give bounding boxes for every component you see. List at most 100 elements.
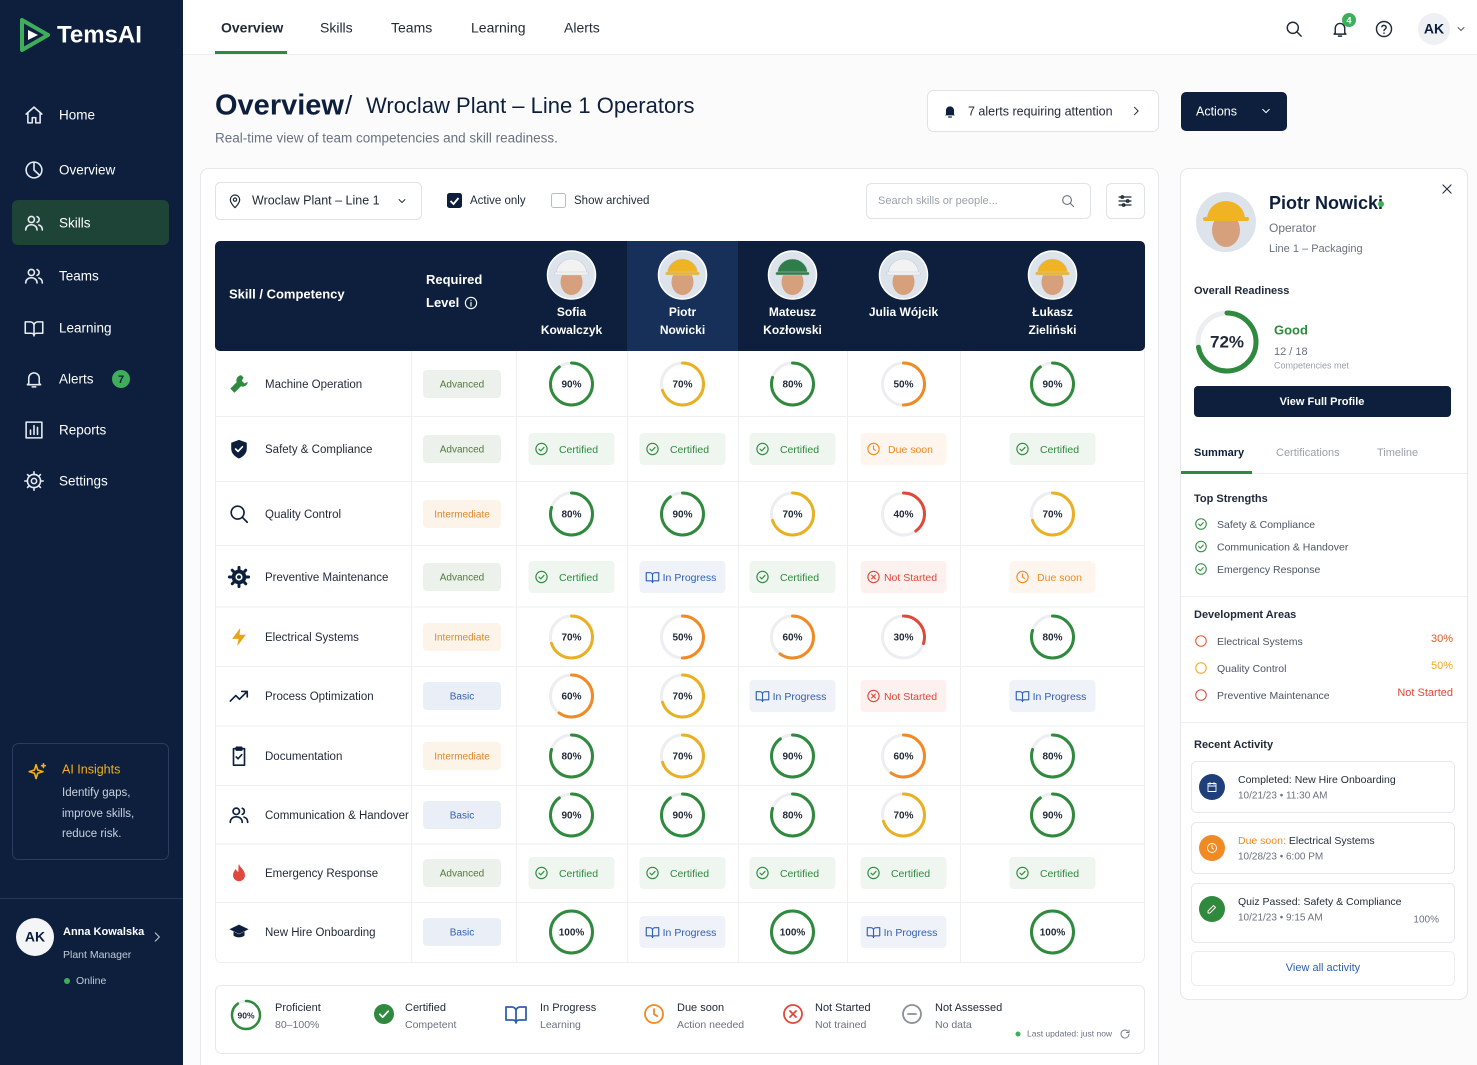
icon-path bbox=[867, 689, 880, 703]
legend-title: Certified bbox=[405, 1002, 446, 1014]
icon bbox=[229, 924, 249, 938]
ring-label: 60% bbox=[561, 692, 581, 703]
ring-arc bbox=[1030, 733, 1075, 779]
activity-link-text[interactable]: View all activity bbox=[1286, 962, 1361, 974]
top-tab[interactable]: Overview bbox=[221, 20, 283, 36]
activity-link[interactable] bbox=[1191, 951, 1455, 986]
icon[interactable] bbox=[24, 471, 44, 491]
icon bbox=[231, 439, 247, 459]
icon[interactable] bbox=[26, 372, 42, 388]
development-item: Preventive Maintenance bbox=[1217, 690, 1330, 702]
ring-arc bbox=[660, 361, 705, 407]
icon-path bbox=[235, 573, 243, 581]
actions-button[interactable] bbox=[1181, 92, 1287, 131]
icon-path bbox=[902, 1004, 922, 1024]
icon-path bbox=[229, 194, 241, 209]
icon-path bbox=[1121, 203, 1126, 207]
icon-path bbox=[227, 565, 251, 589]
icon[interactable] bbox=[24, 321, 44, 337]
icon[interactable] bbox=[25, 106, 43, 124]
icon-path bbox=[871, 693, 876, 699]
nav-item[interactable]: Learning bbox=[59, 321, 112, 336]
top-tab[interactable]: Alerts bbox=[564, 20, 600, 36]
search-box[interactable] bbox=[866, 183, 1091, 219]
level-pill bbox=[423, 623, 501, 651]
checkbox[interactable] bbox=[447, 193, 462, 208]
profile-button[interactable] bbox=[1194, 386, 1451, 417]
icon[interactable] bbox=[25, 421, 43, 439]
icon[interactable] bbox=[1375, 20, 1393, 38]
profile-tab[interactable]: Summary bbox=[1194, 447, 1245, 459]
nav-item[interactable]: Settings bbox=[59, 474, 108, 489]
icon bbox=[1262, 108, 1270, 114]
top-tab[interactable]: Teams bbox=[391, 20, 432, 36]
icon bbox=[1016, 570, 1029, 584]
level-label: Basic bbox=[450, 692, 474, 703]
nav-item[interactable]: Alerts bbox=[59, 372, 94, 387]
icon bbox=[645, 572, 660, 584]
icon[interactable] bbox=[25, 161, 43, 179]
icon-path bbox=[25, 106, 43, 124]
icon bbox=[232, 627, 246, 647]
icon-path bbox=[1016, 570, 1029, 584]
icon bbox=[646, 442, 659, 456]
top-tab[interactable]: Skills bbox=[320, 20, 353, 36]
icon-path bbox=[229, 690, 249, 702]
level-label: Intermediate bbox=[434, 510, 490, 521]
icon[interactable] bbox=[154, 932, 160, 942]
icon-path bbox=[867, 570, 880, 584]
icon[interactable] bbox=[24, 268, 44, 284]
profile-tab[interactable]: Certifications bbox=[1276, 447, 1340, 459]
page-title: Overview bbox=[215, 90, 344, 122]
legend-sub: No data bbox=[935, 1019, 972, 1031]
icon[interactable] bbox=[1457, 27, 1465, 31]
icon-path bbox=[872, 445, 877, 451]
top-tab[interactable]: Learning bbox=[471, 20, 526, 36]
icon-path bbox=[867, 866, 880, 880]
nav-item[interactable]: Overview bbox=[59, 163, 116, 178]
icon[interactable] bbox=[1120, 1029, 1130, 1039]
location-select[interactable] bbox=[215, 182, 422, 220]
nav-item[interactable]: Reports bbox=[59, 423, 107, 438]
profile-tab[interactable]: Timeline bbox=[1377, 447, 1418, 459]
ring-arc bbox=[1195, 310, 1259, 374]
icon-path bbox=[756, 570, 769, 584]
nav-item[interactable]: Teams bbox=[59, 269, 99, 284]
status-pill bbox=[749, 433, 836, 465]
ring-label: 40% bbox=[893, 510, 913, 521]
icon bbox=[1207, 843, 1217, 853]
sidebar bbox=[0, 0, 183, 1065]
alerts-button[interactable] bbox=[927, 90, 1159, 132]
icon[interactable] bbox=[1442, 184, 1452, 194]
nav-item[interactable]: Skills bbox=[59, 216, 91, 231]
insights-card bbox=[12, 743, 169, 860]
skill-name: Process Optimization bbox=[265, 691, 374, 703]
icon[interactable] bbox=[1286, 21, 1302, 37]
icon-path bbox=[233, 931, 245, 938]
profile-role: Operator bbox=[1269, 221, 1316, 235]
icon bbox=[867, 866, 880, 880]
icon bbox=[756, 442, 769, 456]
checkbox[interactable] bbox=[551, 193, 566, 208]
nav-item[interactable]: Home bbox=[59, 108, 95, 123]
icon-path bbox=[1062, 195, 1072, 205]
activity-icon-bg bbox=[1199, 896, 1225, 922]
icon bbox=[1133, 106, 1139, 116]
level-label: Intermediate bbox=[434, 633, 490, 644]
logo bbox=[20, 18, 50, 52]
competencies-label: Competencies met bbox=[1274, 360, 1350, 370]
icon-path bbox=[538, 870, 545, 876]
ring-label: 100% bbox=[1040, 928, 1066, 939]
icon[interactable] bbox=[24, 215, 44, 231]
ring-arc bbox=[770, 491, 815, 537]
status-label: Certified bbox=[559, 868, 598, 880]
icon bbox=[229, 807, 249, 824]
icon[interactable] bbox=[1333, 22, 1347, 37]
icon-path bbox=[235, 753, 243, 760]
icon-path bbox=[235, 746, 243, 751]
profile-tab-underline bbox=[1181, 471, 1252, 474]
insights-text: Identify gaps, improve skills, reduce ri… bbox=[62, 787, 135, 840]
icon-path bbox=[1296, 31, 1302, 37]
